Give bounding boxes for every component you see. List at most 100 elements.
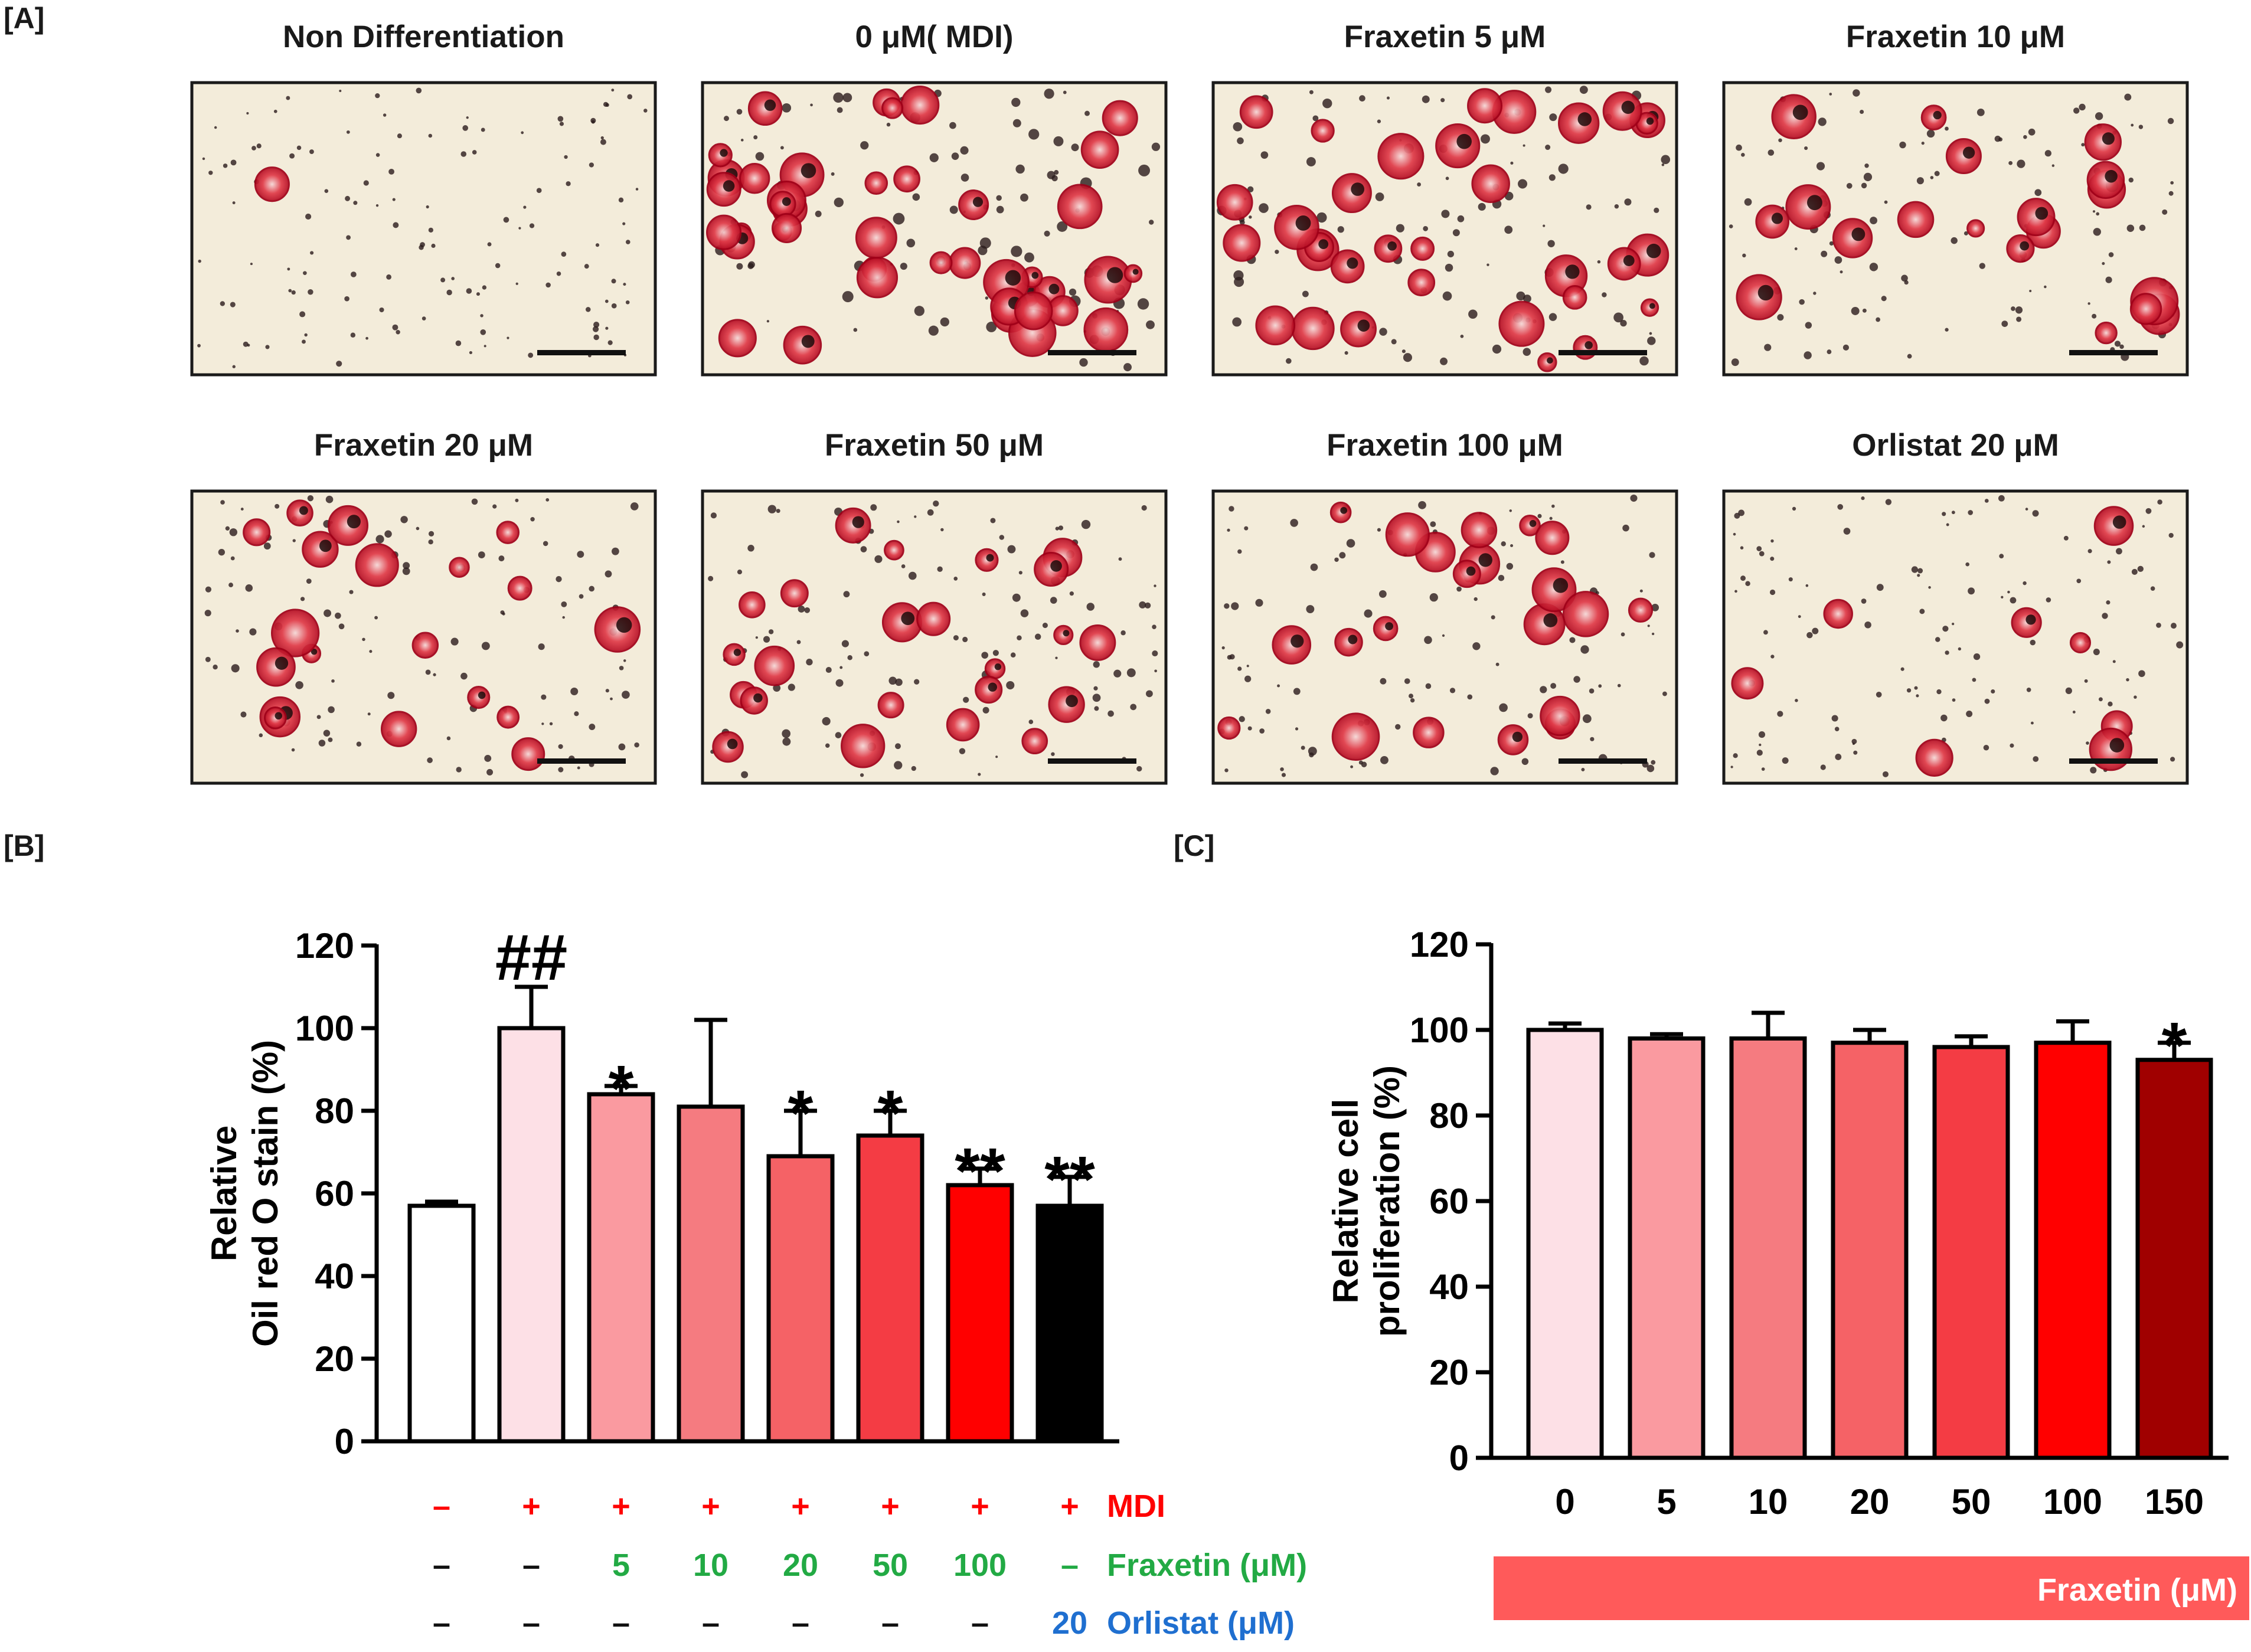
debris-dot: [1777, 711, 1783, 717]
debris-dot: [724, 116, 729, 122]
debris-dot: [1152, 650, 1158, 657]
micrograph-title: Fraxetin 20 μM: [314, 428, 533, 463]
micrograph-title: Orlistat 20 μM: [1852, 428, 2059, 463]
x-tick-label: 5: [1657, 1482, 1676, 1522]
dark-inclusion: [1005, 270, 1021, 286]
debris-dot: [619, 666, 624, 670]
debris-dot: [782, 103, 792, 113]
debris-dot: [1518, 179, 1528, 189]
debris-dot: [480, 314, 483, 318]
debris-dot: [556, 271, 561, 276]
debris-dot: [374, 616, 378, 620]
lipid-droplet: [893, 165, 920, 193]
lipid-droplet: [2089, 727, 2132, 771]
debris-dot: [1926, 129, 1935, 138]
debris-dot: [1919, 609, 1925, 614]
debris-dot: [894, 743, 901, 750]
debris-dot: [1028, 129, 1040, 140]
debris-dot: [250, 263, 253, 266]
debris-dot: [1537, 513, 1542, 518]
debris-dot: [1829, 241, 1834, 246]
debris-dot: [487, 242, 492, 247]
bar: [1729, 1036, 1807, 1460]
condition-value: –: [433, 1489, 450, 1524]
debris-dot: [1478, 202, 1486, 211]
debris-dot: [2131, 123, 2134, 127]
debris-dot: [403, 562, 410, 570]
debris-dot: [558, 744, 563, 749]
debris-dot: [1429, 593, 1438, 602]
debris-dot: [2010, 597, 2017, 604]
debris-dot: [833, 92, 844, 103]
debris-dot: [1516, 291, 1525, 301]
debris-dot: [1778, 138, 1782, 142]
debris-dot: [450, 637, 459, 646]
debris-dot: [1917, 574, 1920, 577]
condition-value: –: [702, 1605, 720, 1641]
debris-dot: [1543, 224, 1546, 227]
debris-dot: [982, 706, 989, 714]
debris-dot: [2096, 212, 2100, 216]
lipid-droplet: [1471, 164, 1510, 204]
debris-dot: [990, 518, 996, 524]
y-tick-label: 0: [1449, 1438, 1469, 1478]
debris-dot: [747, 263, 754, 269]
debris-dot: [960, 146, 969, 155]
dark-inclusion: [1106, 267, 1123, 283]
lipid-droplet: [712, 731, 744, 763]
debris-dot: [384, 530, 392, 538]
debris-dot: [1120, 630, 1126, 636]
dark-inclusion: [1348, 634, 1358, 645]
debris-dot: [1661, 163, 1665, 166]
panel-label-b: [B]: [4, 829, 44, 862]
bar: [2135, 1058, 2213, 1460]
lipid-droplet: [1607, 247, 1641, 281]
debris-dot: [1523, 348, 1531, 356]
debris-dot: [2044, 150, 2051, 157]
condition-label: MDI: [1107, 1489, 1165, 1524]
debris-dot: [893, 212, 905, 225]
lipid-droplet: [1920, 104, 1947, 130]
debris-dot: [346, 235, 351, 240]
dark-inclusion: [1962, 146, 1975, 159]
lipid-droplet: [1334, 627, 1363, 657]
significance-mark: *: [788, 1077, 814, 1150]
lipid-droplet: [706, 172, 741, 207]
debris-dot: [1741, 152, 1745, 157]
y-axis-label: RelativeOil red O stain (%): [204, 1040, 285, 1347]
debris-dot: [466, 288, 472, 294]
debris-dot: [1293, 688, 1301, 695]
debris-dot: [484, 754, 492, 762]
condition-value: –: [433, 1605, 450, 1641]
debris-dot: [230, 556, 235, 561]
debris-dot: [2063, 535, 2069, 541]
lipid-droplet: [1573, 335, 1598, 360]
debris-dot: [1733, 532, 1736, 536]
condition-value: –: [433, 1548, 450, 1583]
debris-dot: [766, 320, 770, 323]
debris-dot: [2028, 128, 2036, 136]
debris-dot: [1227, 528, 1230, 532]
debris-dot: [1053, 136, 1064, 146]
debris-dot: [299, 311, 306, 318]
panel-label-a: [A]: [4, 2, 44, 35]
micrograph-panel: Fraxetin 20 μM: [190, 428, 657, 785]
debris-dot: [528, 352, 534, 358]
lipid-droplet: [1048, 686, 1085, 723]
dark-inclusion: [1347, 257, 1358, 269]
debris-dot: [388, 168, 394, 175]
debris-dot: [592, 326, 599, 332]
debris-dot: [1820, 764, 1826, 770]
debris-dot: [230, 159, 237, 166]
debris-dot: [460, 672, 468, 680]
debris-dot: [375, 153, 380, 157]
dark-inclusion: [1806, 195, 1822, 211]
debris-dot: [351, 271, 357, 277]
lipid-droplet: [1272, 625, 1312, 665]
debris-dot: [1805, 322, 1812, 329]
debris-dot: [1472, 642, 1481, 650]
debris-dot: [481, 127, 485, 132]
debris-dot: [763, 636, 770, 643]
debris-dot: [1445, 176, 1449, 181]
